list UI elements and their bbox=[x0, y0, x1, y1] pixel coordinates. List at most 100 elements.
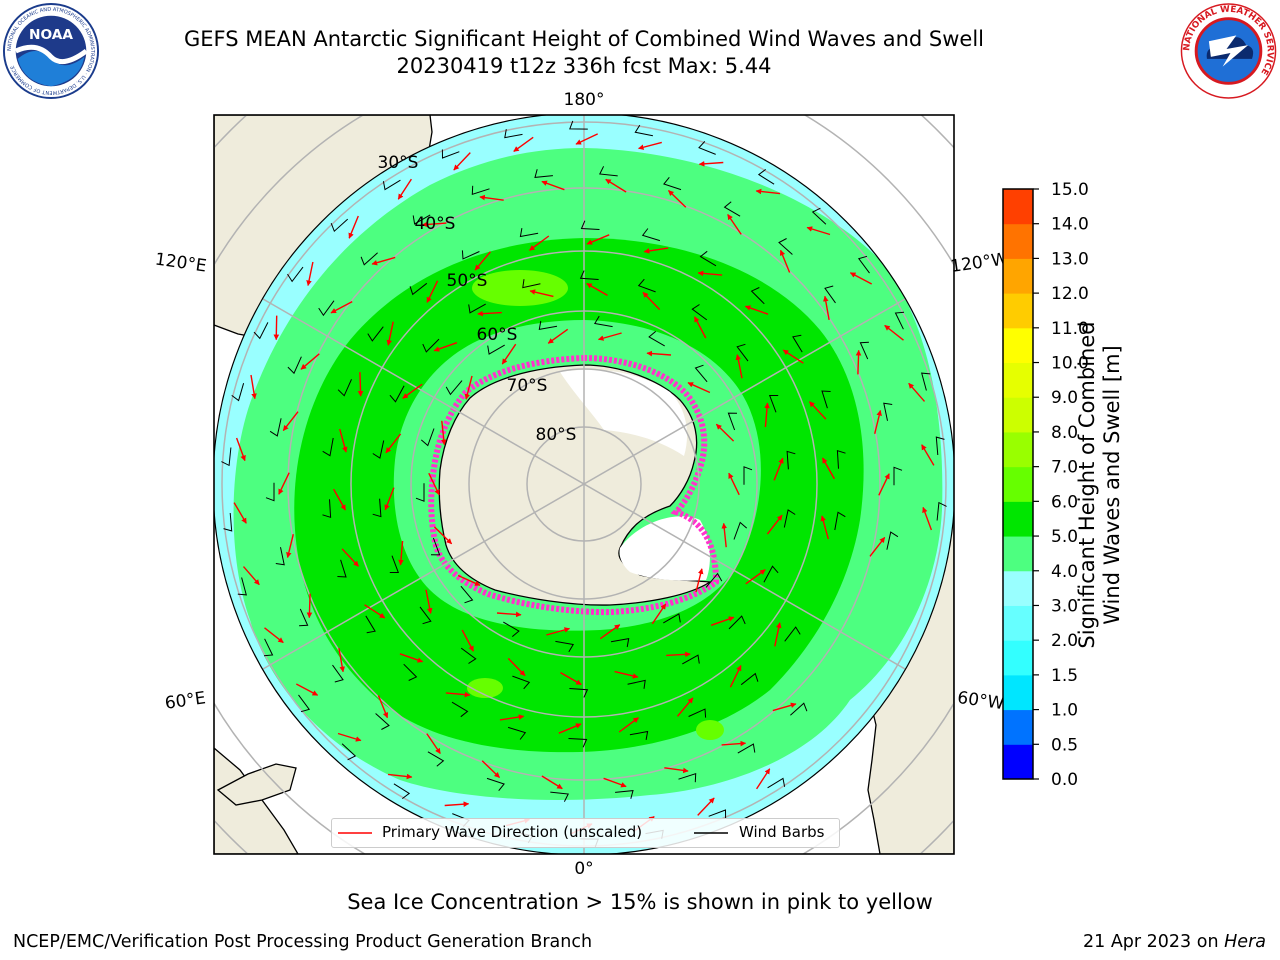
wind-barb bbox=[641, 228, 661, 242]
map-frame bbox=[213, 114, 955, 855]
wave-arrow bbox=[766, 514, 783, 535]
wind-barb bbox=[728, 615, 746, 630]
wind-barb bbox=[859, 341, 869, 360]
wind-barb bbox=[836, 450, 846, 469]
wave-arrow bbox=[715, 423, 735, 442]
wave-arrow bbox=[428, 472, 440, 496]
wind-barb bbox=[460, 585, 474, 604]
wind-barb bbox=[698, 141, 716, 155]
wind-barb bbox=[921, 372, 931, 391]
wind-barb bbox=[886, 531, 899, 550]
wind-barb bbox=[691, 304, 708, 321]
wave-arrow bbox=[464, 375, 473, 400]
wave-arrow bbox=[541, 775, 563, 790]
wind-barb bbox=[694, 364, 708, 383]
wave-arrow bbox=[399, 653, 424, 663]
wave-arrow bbox=[884, 324, 904, 341]
credit-line: NCEP/EMC/Verification Post Processing Pr… bbox=[13, 932, 593, 952]
wind-barb bbox=[275, 547, 285, 566]
wind-barb bbox=[935, 436, 945, 456]
wind-barb bbox=[486, 777, 505, 792]
wave-arrow bbox=[849, 272, 873, 285]
wind-barb bbox=[332, 664, 344, 683]
lon-label-180: 180° bbox=[564, 90, 605, 110]
wave-arrow bbox=[278, 472, 290, 495]
wind-barb bbox=[883, 402, 893, 421]
lon-label-60w: 60°W bbox=[956, 688, 1005, 714]
colorbar-ticks: 0.0 0.5 1.0 1.5 2.0 3.0 4.0 5.0 6.0 7.0 8.0 9.0 10.0… bbox=[1033, 180, 1089, 790]
wave-arrow bbox=[745, 569, 766, 585]
wave-arrow bbox=[282, 411, 299, 432]
legend-wind-barbs: Wind Barbs bbox=[739, 823, 825, 841]
wave-arrow bbox=[250, 374, 257, 400]
wave-arrow bbox=[779, 249, 791, 273]
wave-arrow bbox=[820, 515, 829, 540]
map-plot-area bbox=[214, 115, 954, 854]
sea-ice-edge bbox=[428, 354, 720, 616]
wind-barb bbox=[627, 679, 646, 689]
wind-barb bbox=[778, 238, 793, 255]
wind-barb bbox=[767, 777, 786, 789]
colorbar-segment bbox=[1003, 674, 1033, 711]
wind-barb bbox=[318, 300, 335, 317]
wave-arrow bbox=[697, 270, 723, 277]
wind-barb bbox=[688, 708, 707, 718]
wave-arrow bbox=[651, 603, 667, 625]
wind-barb bbox=[857, 255, 870, 274]
wave-arrow bbox=[560, 671, 582, 686]
wave-arrow bbox=[440, 420, 447, 446]
colorbar-tick-label: 0.0 bbox=[1051, 770, 1078, 790]
wave-arrow bbox=[586, 282, 608, 297]
wave-arrow bbox=[547, 328, 569, 344]
wave-arrow bbox=[676, 697, 694, 717]
wind-barbs bbox=[221, 120, 947, 848]
wind-barb bbox=[372, 440, 385, 459]
wind-barb bbox=[750, 287, 765, 305]
wind-barb bbox=[451, 701, 469, 718]
wave-arrow bbox=[586, 234, 610, 245]
wave-arrow bbox=[698, 161, 724, 167]
colorbar-segment bbox=[1003, 744, 1033, 780]
wind-barb bbox=[743, 466, 753, 485]
lon-label-60e: 60°E bbox=[164, 688, 207, 713]
wind-barb bbox=[223, 512, 233, 532]
wave-arrow bbox=[823, 295, 830, 321]
wind-barb bbox=[341, 743, 357, 761]
wave-arrow bbox=[286, 534, 294, 559]
colorbar-tick-label: 8.0 bbox=[1051, 423, 1078, 443]
wind-barb bbox=[824, 285, 836, 304]
wind-barb bbox=[555, 640, 575, 653]
wave-arrow bbox=[729, 665, 742, 688]
colorbar-tick-label: 7.0 bbox=[1051, 458, 1078, 478]
wave-arrow bbox=[477, 310, 502, 317]
wave-arrow bbox=[306, 261, 314, 287]
wave-arrow bbox=[377, 695, 389, 719]
wind-barb bbox=[503, 621, 520, 637]
colorbar-segment bbox=[1003, 431, 1033, 468]
wave-arrow bbox=[878, 473, 890, 496]
wind-barb bbox=[504, 129, 523, 139]
wind-barb bbox=[367, 326, 384, 342]
wind-barb bbox=[708, 809, 727, 819]
wave-arrow bbox=[744, 305, 769, 315]
wave-arrow bbox=[755, 188, 781, 195]
wind-barb bbox=[420, 428, 435, 447]
colorbar-segment bbox=[1003, 501, 1033, 537]
colorbar-segment bbox=[1003, 258, 1033, 294]
wind-barb bbox=[468, 303, 486, 314]
wave-arrow bbox=[295, 683, 319, 696]
wave-arrow bbox=[773, 457, 784, 481]
wind-barb bbox=[221, 447, 232, 467]
wind-barb bbox=[663, 176, 682, 191]
wind-barb bbox=[372, 498, 382, 518]
wind-barb bbox=[419, 606, 432, 625]
wave-arrow bbox=[457, 574, 481, 586]
wind-barb bbox=[365, 615, 376, 634]
wave-arrow bbox=[774, 622, 782, 647]
chart-title: GEFS MEAN Antarctic Significant Height o… bbox=[183, 27, 985, 51]
wave-arrow bbox=[273, 315, 280, 341]
wind-barb bbox=[682, 654, 700, 665]
colorbar-tick-label: 9.0 bbox=[1051, 388, 1078, 408]
wave-arrow bbox=[710, 616, 735, 626]
lat-label-50s: 50°S bbox=[447, 271, 488, 291]
